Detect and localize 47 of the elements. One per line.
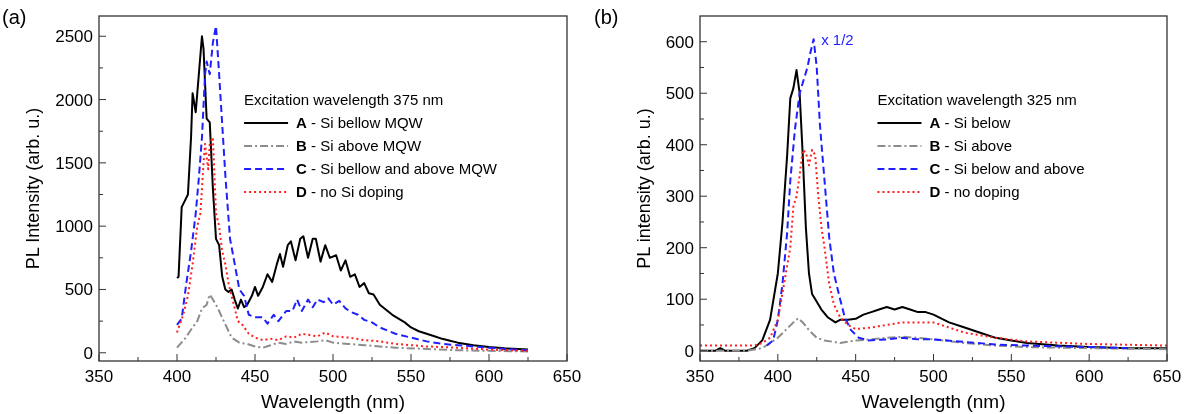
x-tick-label: 500 xyxy=(919,367,948,386)
x-tick-label: 650 xyxy=(1152,367,1182,386)
y-tick-label: 100 xyxy=(665,290,694,310)
y-tick-label: 600 xyxy=(665,32,694,52)
y-tick-label: 200 xyxy=(665,238,694,258)
x-tick-label: 400 xyxy=(763,367,793,386)
chart-title: (b) xyxy=(594,6,619,28)
y-tick-label: 300 xyxy=(665,187,694,207)
x-axis-title: Wavelength (nm) xyxy=(861,391,1006,412)
x-tick-label: 600 xyxy=(1074,367,1104,386)
line-series xyxy=(700,317,1167,352)
legend-title: Excitation wavelength 375 nm xyxy=(244,91,444,108)
y-tick-label: 0 xyxy=(83,343,93,363)
x-tick-label: 650 xyxy=(552,367,582,386)
y-tick-label: 400 xyxy=(665,135,694,155)
legend-label: A - Si below xyxy=(929,114,1011,131)
x-tick-label: 550 xyxy=(396,367,426,386)
legend-label: B - Si above xyxy=(929,137,1013,154)
x-tick-label: 500 xyxy=(318,367,348,386)
x-tick-label: 350 xyxy=(84,367,114,386)
legend-label: B - Si above MQW xyxy=(296,137,422,154)
x-tick-label: 400 xyxy=(162,367,192,386)
x-tick-label: 450 xyxy=(240,367,270,386)
legend-label: D - no Si doping xyxy=(296,183,404,200)
legend-label: A - Si bellow MQW xyxy=(296,114,424,131)
y-tick-label: 2500 xyxy=(55,27,93,47)
x-tick-label: 600 xyxy=(474,367,504,386)
x-axis-title: Wavelength (nm) xyxy=(261,391,405,412)
annotation: x 1/2 xyxy=(821,31,854,49)
y-tick-label: 500 xyxy=(665,84,694,104)
line-series xyxy=(176,136,529,352)
y-tick-label: 1000 xyxy=(55,217,93,237)
y-axis-title: PL intensity (arb. u.) xyxy=(634,108,654,269)
y-tick-label: 500 xyxy=(64,280,93,300)
line-series xyxy=(176,293,529,353)
x-tick-label: 450 xyxy=(841,367,870,386)
x-tick-label: 550 xyxy=(997,367,1026,386)
chart-title: (a) xyxy=(2,6,27,28)
legend-label: D - no doping xyxy=(929,183,1020,200)
y-axis-title: PL Intensity (arb. u.) xyxy=(23,107,43,270)
legend-label: C - Si bellow and above MQW xyxy=(296,160,498,177)
y-tick-label: 0 xyxy=(684,341,694,361)
legend-title: Excitation wavelength 325 nm xyxy=(877,91,1077,108)
y-tick-label: 2000 xyxy=(55,90,93,110)
x-tick-label: 350 xyxy=(685,367,715,386)
y-tick-label: 1500 xyxy=(55,153,93,173)
legend-label: C - Si below and above xyxy=(929,160,1085,177)
